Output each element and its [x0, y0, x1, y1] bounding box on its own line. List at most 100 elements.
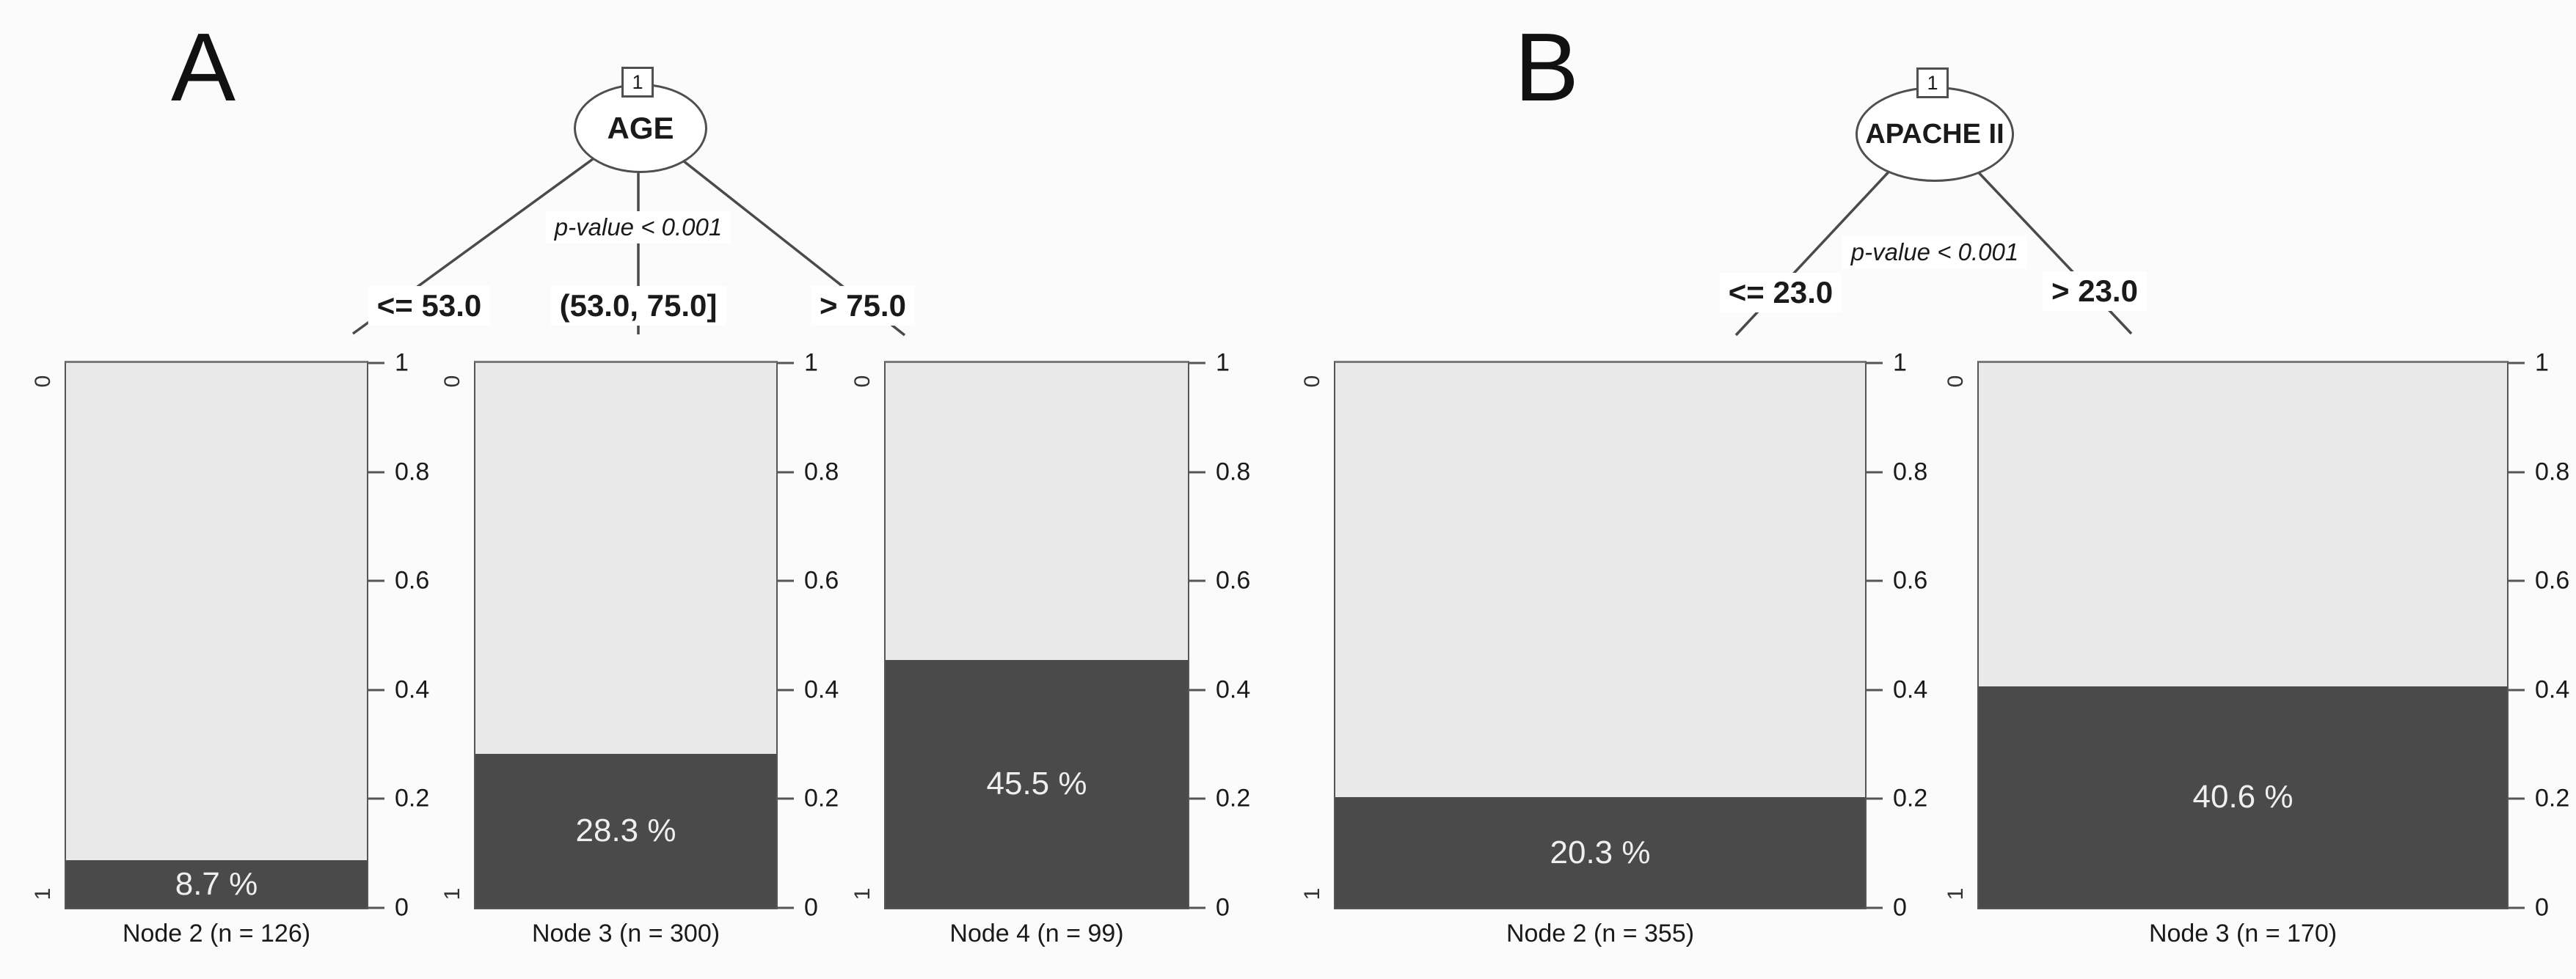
y-tick [1867, 362, 1883, 364]
category-label-1: 1 [850, 887, 875, 901]
node-title: Node 2 (n = 126) [122, 920, 311, 947]
y-tick [368, 579, 384, 582]
y-tick-label: 1 [1893, 348, 1907, 377]
y-tick [778, 689, 794, 692]
root-node-id-a: 1 [621, 67, 654, 98]
y-tick [1189, 579, 1205, 582]
category-label-1: 1 [440, 887, 464, 901]
y-tick-label: 0.8 [804, 458, 839, 486]
y-tick-label: 0.8 [1893, 458, 1928, 486]
y-tick-label: 0.4 [1893, 675, 1928, 704]
y-tick [368, 689, 384, 692]
node-title: Node 2 (n = 355) [1506, 920, 1695, 947]
y-tick [2509, 579, 2525, 582]
y-tick-label: 0 [2535, 893, 2549, 922]
split-label-a-right: > 75.0 [811, 286, 915, 326]
split-label-b-left: <= 23.0 [1719, 273, 1842, 312]
y-tick [778, 906, 794, 909]
y-tick-label: 0.2 [804, 784, 839, 813]
y-tick [2509, 906, 2525, 909]
proportion-bar: 20.3 % [1335, 797, 1865, 908]
y-tick-label: 0.2 [2535, 784, 2570, 813]
y-tick-label: 0.8 [2535, 458, 2570, 486]
y-tick-label: 0.8 [1216, 458, 1251, 486]
proportion-bar: 45.5 % [886, 659, 1188, 908]
terminal-chart-a-node2: 0 1 8.7 % 1 0.8 0.6 0.4 0.2 0 Node 2 (n … [31, 349, 429, 948]
y-tick-label: 0.6 [1893, 566, 1928, 595]
y-tick [368, 906, 384, 909]
percent-label: 45.5 % [986, 765, 1087, 802]
y-tick-label: 0.2 [1216, 784, 1251, 813]
proportion-bar: 28.3 % [475, 753, 776, 908]
y-tick [778, 362, 794, 364]
y-tick-label: 0.6 [804, 566, 839, 595]
y-tick-label: 0 [1893, 893, 1907, 922]
node-id-text: 1 [1927, 71, 1938, 94]
y-tick [2509, 362, 2525, 364]
y-tick-label: 0.4 [804, 675, 839, 704]
y-tick-label: 0.4 [395, 675, 430, 704]
y-tick-label: 0.4 [1216, 675, 1251, 704]
split-label-b-right: > 23.0 [2043, 271, 2147, 311]
terminal-chart-a-node4: 0 1 45.5 % 1 0.8 0.6 0.4 0.2 0 Node 4 (n… [850, 349, 1250, 948]
y-tick [1189, 689, 1205, 692]
panel-b-letter: B [1514, 13, 1580, 121]
category-label-0: 0 [1944, 375, 1968, 388]
category-label-0: 0 [31, 375, 55, 388]
percent-label: 20.3 % [1550, 834, 1651, 870]
y-tick [1189, 797, 1205, 800]
y-tick-label: 0.2 [1893, 784, 1928, 813]
y-tick [1189, 362, 1205, 364]
y-tick-label: 1 [804, 348, 818, 377]
y-tick [1867, 689, 1883, 692]
category-label-1: 1 [1300, 887, 1324, 901]
root-node-ellipse-b: APACHE II [1856, 87, 2014, 182]
y-tick [368, 471, 384, 474]
y-tick [778, 471, 794, 474]
proportion-bar: 8.7 % [66, 860, 367, 908]
y-tick-label: 0 [1216, 893, 1230, 922]
y-tick [2509, 797, 2525, 800]
category-label-1: 1 [1944, 887, 1968, 901]
y-tick [368, 362, 384, 364]
percent-label: 8.7 % [175, 865, 258, 902]
split-variable-label: AGE [607, 111, 674, 145]
p-value-label-b: p-value < 0.001 [1842, 236, 2028, 268]
y-tick [778, 579, 794, 582]
split-label-a-left: <= 53.0 [368, 286, 491, 326]
y-tick-label: 0 [395, 893, 409, 922]
category-label-0: 0 [850, 375, 875, 388]
category-label-0: 0 [1300, 375, 1324, 388]
y-tick-label: 0.6 [2535, 566, 2570, 595]
split-label-a-middle: (53.0, 75.0] [550, 286, 726, 326]
root-node-ellipse-a: AGE [574, 84, 707, 173]
y-tick-label: 1 [395, 348, 409, 377]
y-tick [1189, 906, 1205, 909]
y-tick [1867, 579, 1883, 582]
y-tick [2509, 689, 2525, 692]
panel-a-letter: A [171, 13, 236, 121]
node-title: Node 3 (n = 170) [2148, 920, 2338, 947]
proportion-bar: 40.6 % [1979, 686, 2507, 908]
y-tick-label: 1 [1216, 348, 1230, 377]
root-node-id-b: 1 [1916, 67, 1949, 98]
percent-label: 40.6 % [2192, 779, 2294, 815]
y-tick-label: 0.2 [395, 784, 430, 813]
y-tick-label: 0.8 [395, 458, 430, 486]
y-tick-label: 1 [2535, 348, 2549, 377]
y-tick [1867, 471, 1883, 474]
y-tick [2509, 471, 2525, 474]
y-tick [1867, 797, 1883, 800]
y-tick-label: 0.6 [1216, 566, 1251, 595]
terminal-chart-b-node3: 0 1 40.6 % 1 0.8 0.6 0.4 0.2 0 Node 3 (n… [1944, 349, 2569, 948]
node-id-text: 1 [632, 70, 643, 93]
terminal-chart-b-node2: 0 1 20.3 % 1 0.8 0.6 0.4 0.2 0 Node 2 (n… [1300, 349, 1927, 948]
split-variable-label: APACHE II [1865, 118, 2004, 150]
y-tick-label: 0.4 [2535, 675, 2570, 704]
y-tick-label: 0.6 [395, 566, 430, 595]
category-label-0: 0 [440, 375, 464, 388]
p-value-label-a: p-value < 0.001 [545, 211, 731, 243]
y-tick [778, 797, 794, 800]
y-tick [1867, 906, 1883, 909]
